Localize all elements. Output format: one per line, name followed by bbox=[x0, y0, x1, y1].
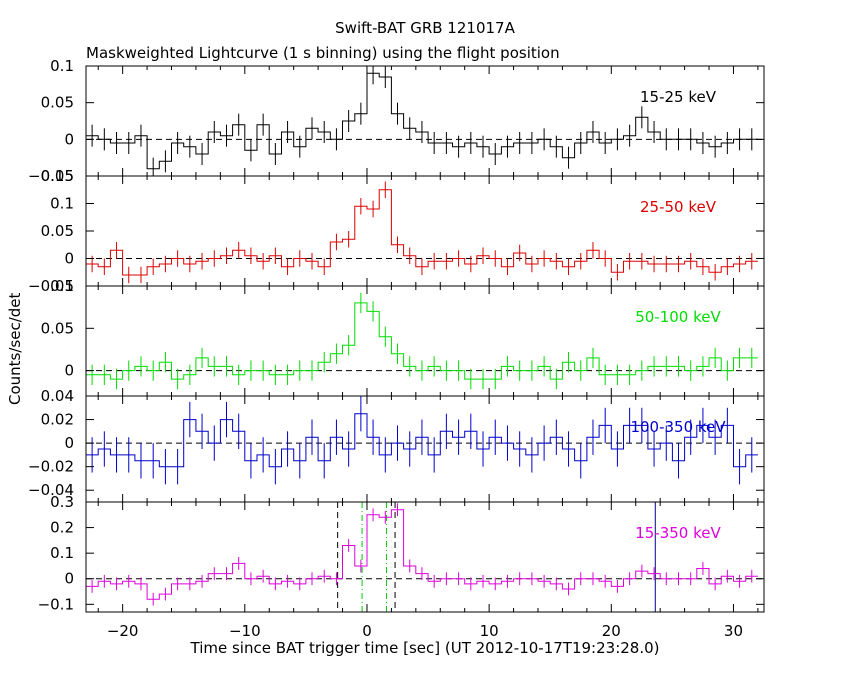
y-tick-label: −0.05 bbox=[28, 167, 74, 185]
y-tick-label: 0.1 bbox=[50, 277, 74, 295]
x-tick-label: −10 bbox=[229, 622, 261, 640]
x-tick-label: 20 bbox=[602, 622, 621, 640]
y-tick-label: 0 bbox=[64, 250, 74, 268]
y-tick-label: 0.1 bbox=[50, 195, 74, 213]
band-label-4: 100-350 keV bbox=[630, 418, 726, 436]
chart-title: Swift-BAT GRB 121017A bbox=[335, 19, 515, 37]
y-tick-label: 0.05 bbox=[41, 94, 74, 112]
band-label-5: 15-350 keV bbox=[635, 524, 721, 542]
y-tick-label: −0.04 bbox=[28, 481, 74, 499]
panel-frame-1 bbox=[85, 65, 765, 177]
y-tick-label: 0.02 bbox=[41, 411, 74, 429]
y-tick-label: −0.02 bbox=[28, 458, 74, 476]
x-tick-label: 10 bbox=[480, 622, 499, 640]
y-tick-label: 0.1 bbox=[50, 57, 74, 75]
panel-frame-3 bbox=[85, 285, 765, 397]
y-tick-label: 0 bbox=[64, 570, 74, 588]
series-line-5 bbox=[86, 509, 758, 600]
y-tick-label: −0.05 bbox=[28, 277, 74, 295]
band-label-2: 25-50 keV bbox=[640, 198, 717, 216]
x-tick-label: −20 bbox=[107, 622, 139, 640]
panel-frame-2 bbox=[85, 175, 765, 287]
x-tick-label: 0 bbox=[362, 622, 372, 640]
y-tick-label: 0 bbox=[64, 130, 74, 148]
band-label-3: 50-100 keV bbox=[635, 308, 721, 326]
y-tick-label: 0.2 bbox=[50, 519, 74, 537]
panel-frame-5 bbox=[85, 501, 765, 613]
y-tick-label: 0.04 bbox=[41, 387, 74, 405]
y-axis-label: Counts/sec/det bbox=[6, 292, 24, 405]
y-tick-label: 0.05 bbox=[41, 222, 74, 240]
y-tick-label: 0.3 bbox=[50, 493, 74, 511]
x-tick-label: 30 bbox=[724, 622, 743, 640]
y-tick-label: 0 bbox=[64, 434, 74, 452]
panel-frame-4 bbox=[85, 395, 765, 503]
band-label-1: 15-25 keV bbox=[640, 88, 717, 106]
chart-subtitle: Maskweighted Lightcurve (1 s binning) us… bbox=[86, 44, 560, 62]
y-tick-label: 0.05 bbox=[41, 319, 74, 337]
series-line-2 bbox=[86, 189, 758, 276]
y-tick-label: 0.1 bbox=[50, 544, 74, 562]
y-tick-label: −0.1 bbox=[38, 595, 74, 613]
x-axis-label: Time since BAT trigger time [sec] (UT 20… bbox=[190, 639, 660, 657]
y-tick-label: 0 bbox=[64, 362, 74, 380]
y-tick-label: 0.15 bbox=[41, 167, 74, 185]
